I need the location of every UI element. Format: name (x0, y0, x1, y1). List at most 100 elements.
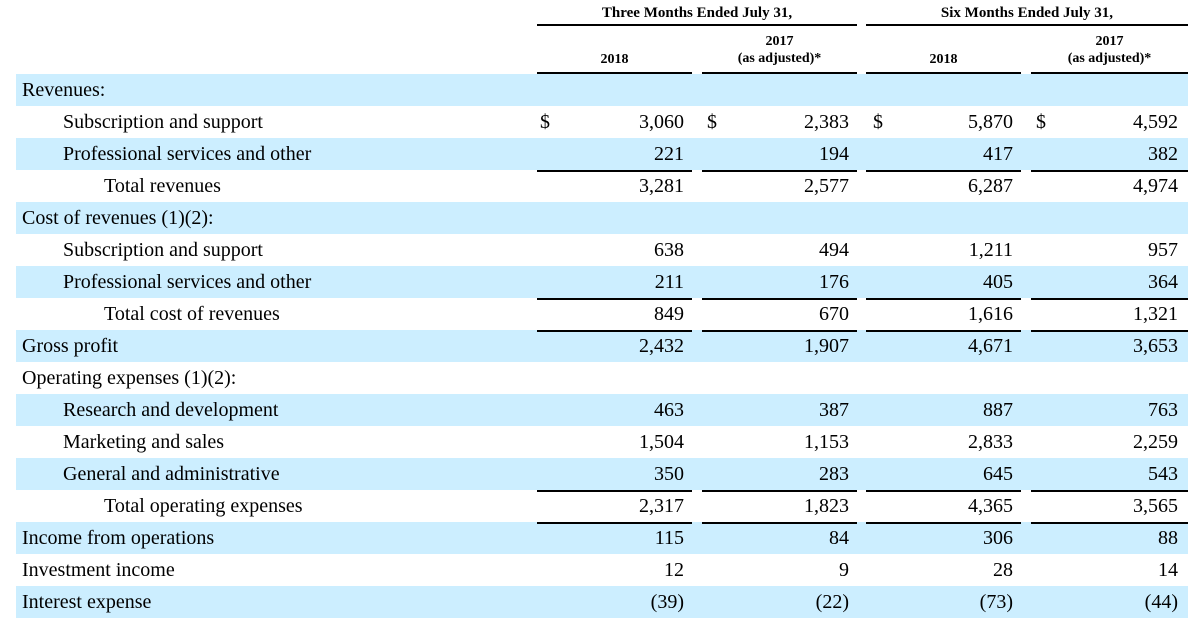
row-label: Gross profit (22, 335, 119, 357)
cut-off-row (16, 618, 1188, 630)
row-label: Professional services and other (63, 143, 312, 165)
value-cell: 9 (839, 559, 849, 581)
value-cell: 3,281 (639, 175, 684, 197)
table-row: Revenues: (16, 74, 1188, 106)
value-cell: 638 (654, 239, 684, 261)
value-cell: 1,321 (1133, 303, 1178, 325)
value-cell: 417 (983, 143, 1013, 165)
value-cell (1068, 202, 1178, 234)
row-label: Cost of revenues (1)(2): (22, 207, 214, 229)
value-cell (574, 362, 684, 394)
header-six-months: Six Months Ended July 31, (940, 5, 1114, 21)
value-cell: 1,504 (639, 431, 684, 453)
value-cell: 2,317 (639, 495, 684, 517)
subtotal-rule (537, 298, 692, 300)
value-cell (739, 202, 849, 234)
subtotal-rule (702, 490, 857, 492)
table-row: Investment income 12 9 28 14 (16, 554, 1188, 586)
value-cell: 12 (664, 559, 684, 581)
col-year: 2017 (765, 34, 794, 49)
header-rule-three-months (537, 24, 857, 26)
row-label: Revenues: (22, 79, 106, 101)
table-row: Cost of revenues (1)(2): (16, 202, 1188, 234)
value-cell: 543 (1148, 463, 1178, 485)
col-year: 2018 (929, 52, 958, 67)
value-cell: 88 (1158, 527, 1178, 549)
value-cell: 887 (983, 399, 1013, 421)
value-cell: 4,974 (1133, 175, 1178, 197)
col-header-q-2018: 2018 (537, 51, 692, 68)
row-label: Subscription and support (63, 239, 263, 261)
value-cell: 1,616 (968, 303, 1013, 325)
value-cell: 2,833 (968, 431, 1013, 453)
value-cell (574, 74, 684, 106)
row-label: Total revenues (104, 175, 221, 197)
value-cell: 1,907 (804, 335, 849, 357)
value-cell: 382 (1148, 143, 1178, 165)
value-cell: (73) (979, 591, 1013, 613)
col-rule (702, 72, 857, 74)
subtotal-rule (1031, 490, 1188, 492)
value-cell: 405 (983, 271, 1013, 293)
col-header-six-2017: 2017 (as adjusted)* (1031, 33, 1188, 67)
value-cell: 4,671 (968, 335, 1013, 357)
value-cell: 3,653 (1133, 335, 1178, 357)
value-cell: 84 (829, 527, 849, 549)
value-cell: 176 (819, 271, 849, 293)
value-cell: 3,565 (1133, 495, 1178, 517)
table-row: Gross profit 2,432 1,907 4,671 3,653 (16, 330, 1188, 362)
value-cell (739, 74, 849, 106)
value-cell: (22) (815, 591, 849, 613)
value-cell: 221 (654, 143, 684, 165)
table-row: Total operating expenses 2,317 1,823 4,365 3… (16, 490, 1188, 522)
value-cell: 3,060 (639, 111, 684, 133)
value-cell (739, 362, 849, 394)
value-cell: 5,870 (968, 111, 1013, 133)
currency-symbol: $ (707, 111, 717, 133)
row-label: Research and development (63, 399, 279, 421)
value-cell: 211 (654, 271, 684, 293)
value-cell: 387 (819, 399, 849, 421)
row-label: Total operating expenses (104, 495, 303, 517)
subtotal-rule (537, 490, 692, 492)
row-label: Income from operations (22, 527, 215, 549)
row-label: Subscription and support (63, 111, 263, 133)
value-cell: 463 (654, 399, 684, 421)
subtotal-rule (702, 170, 857, 172)
currency-symbol: $ (873, 111, 883, 133)
value-cell: 6,287 (968, 175, 1013, 197)
table-row: Total revenues 3,281 2,577 6,287 4,974 (16, 170, 1188, 202)
subtotal-rule (537, 330, 692, 332)
row-label: Investment income (22, 559, 175, 581)
row-label: Marketing and sales (63, 431, 225, 453)
value-cell (1068, 362, 1178, 394)
value-cell: 763 (1148, 399, 1178, 421)
value-cell: (39) (650, 591, 684, 613)
subtotal-rule (866, 298, 1021, 300)
value-cell: 350 (654, 463, 684, 485)
subtotal-rule (866, 522, 1021, 524)
value-cell (903, 202, 1013, 234)
col-rule (866, 72, 1021, 74)
subtotal-rule (702, 522, 857, 524)
col-note: (as adjusted)* (1067, 51, 1152, 66)
table-row: Subscription and support 638 494 1,211 957 (16, 234, 1188, 266)
col-year: 2017 (1095, 34, 1124, 49)
col-year: 2018 (600, 52, 629, 67)
value-cell: 306 (983, 527, 1013, 549)
value-cell: 2,383 (804, 111, 849, 133)
table-row: Operating expenses (1)(2): (16, 362, 1188, 394)
value-cell (1068, 74, 1178, 106)
table-row: Income from operations 115 84 306 88 (16, 522, 1188, 554)
col-rule (1031, 72, 1188, 74)
table-row: Marketing and sales 1,504 1,153 2,833 2,259 (16, 426, 1188, 458)
value-cell: 645 (983, 463, 1013, 485)
value-cell: 364 (1148, 271, 1178, 293)
col-header-q-2017: 2017 (as adjusted)* (702, 33, 857, 67)
subtotal-rule (702, 298, 857, 300)
col-header-six-2018: 2018 (866, 51, 1021, 68)
col-rule (537, 72, 692, 74)
col-note: (as adjusted)* (737, 51, 822, 66)
value-cell: 2,577 (804, 175, 849, 197)
header-three-months: Three Months Ended July 31, (601, 5, 793, 21)
